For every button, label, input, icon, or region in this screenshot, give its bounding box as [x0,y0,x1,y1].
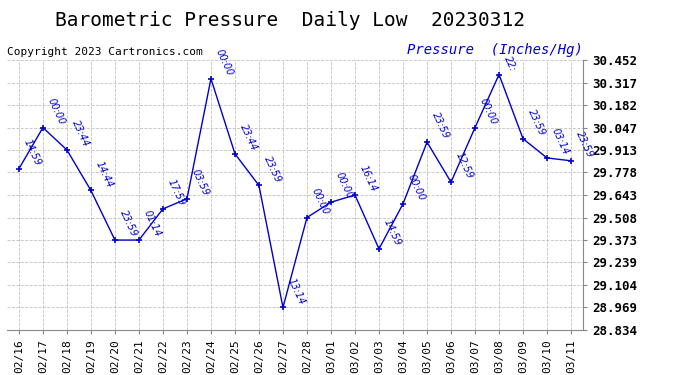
Text: 01:14: 01:14 [142,209,163,239]
Text: 23:59: 23:59 [574,130,595,159]
Text: Pressure  (Inches/Hg): Pressure (Inches/Hg) [407,43,583,57]
Text: 12:59: 12:59 [454,151,475,181]
Text: Barometric Pressure  Daily Low  20230312: Barometric Pressure Daily Low 20230312 [55,11,525,30]
Text: 00:00: 00:00 [46,96,67,126]
Text: 14:44: 14:44 [94,159,115,189]
Text: 00:00: 00:00 [310,186,331,216]
Text: 23:59: 23:59 [262,154,283,184]
Text: 22:: 22: [502,55,518,73]
Text: 03:59: 03:59 [190,168,211,198]
Text: 23:44: 23:44 [238,123,259,153]
Text: 23:59: 23:59 [118,209,139,239]
Text: 13:14: 13:14 [286,276,307,306]
Text: 00:00: 00:00 [406,172,427,202]
Text: 17:59: 17:59 [166,178,187,207]
Text: 00:00: 00:00 [478,96,499,126]
Text: 14:59: 14:59 [382,218,403,248]
Text: 03:14: 03:14 [550,127,571,157]
Text: 14:59: 14:59 [22,138,43,168]
Text: 23:59: 23:59 [430,111,451,141]
Text: 00:00: 00:00 [334,171,355,201]
Text: 23:44: 23:44 [70,119,91,148]
Text: 23:59: 23:59 [526,108,547,137]
Text: 00:00: 00:00 [214,48,235,77]
Text: Copyright 2023 Cartronics.com: Copyright 2023 Cartronics.com [7,47,203,57]
Text: 16:14: 16:14 [358,164,379,194]
